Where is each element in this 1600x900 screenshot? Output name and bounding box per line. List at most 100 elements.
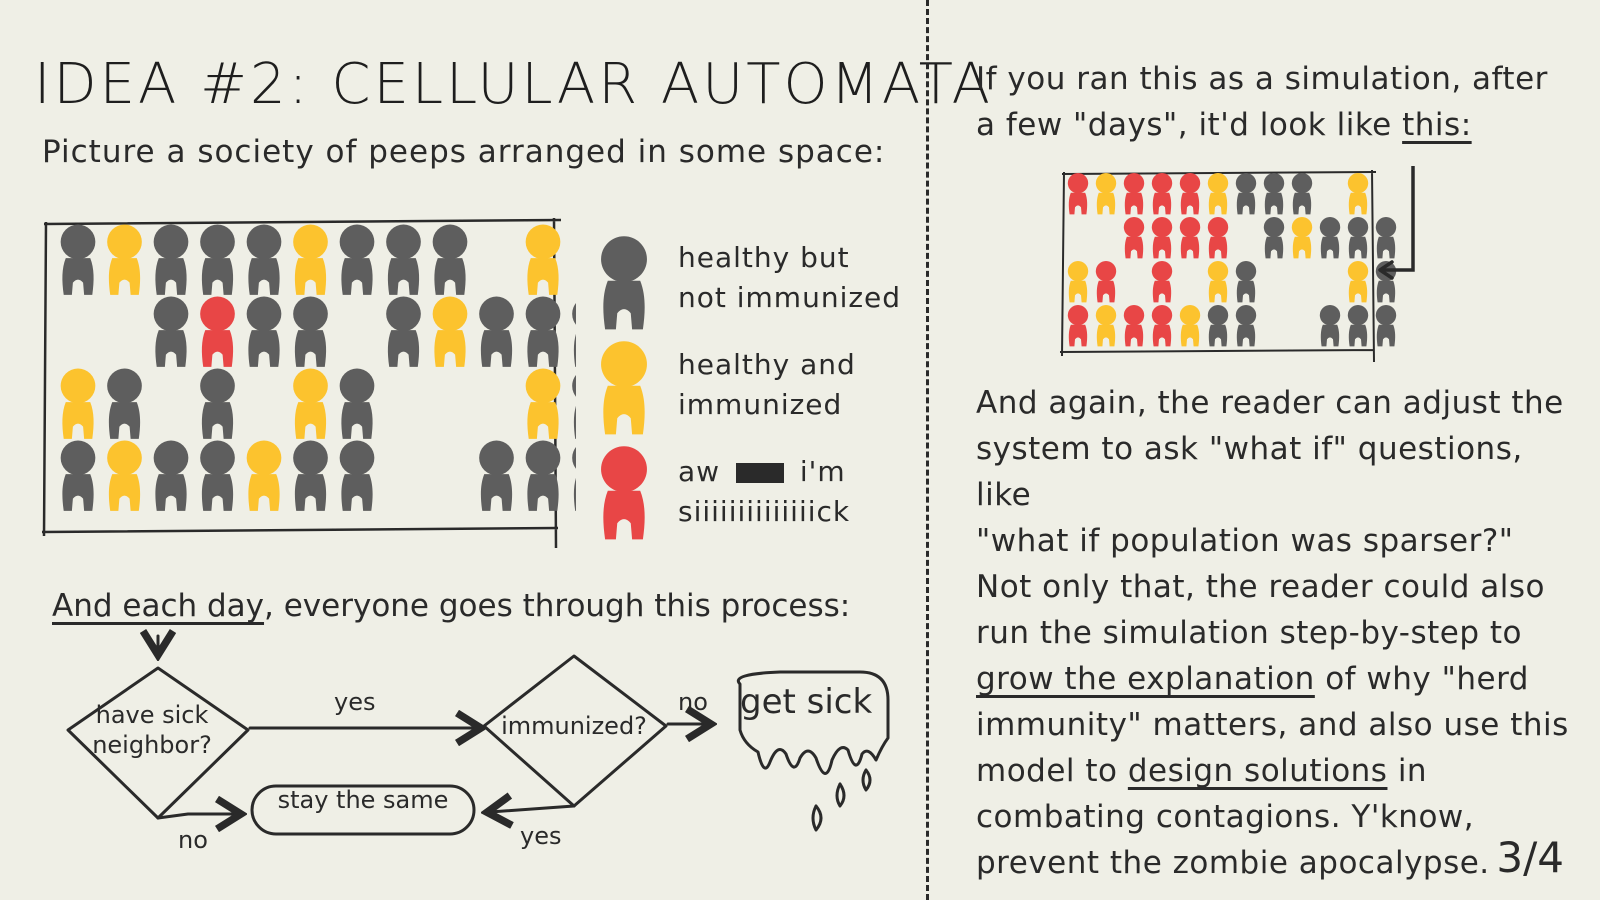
legend-item-red: aw i'm siiiiiiiiiiiiiick — [678, 452, 850, 532]
peep-gray-r1-c9 — [1319, 217, 1341, 259]
body-line-2: system to ask "what if" questions, like — [976, 431, 1523, 513]
panel-divider — [926, 0, 929, 900]
peep-yellow-r2-c10 — [1347, 261, 1369, 303]
get-sick-blob — [736, 670, 890, 775]
initial-peep-grid — [41, 217, 576, 549]
simulated-peep-grid — [1059, 166, 1415, 363]
peep-red-r0-c0 — [1067, 173, 1089, 215]
peep-yellow-r3-c1 — [107, 440, 142, 511]
peep-gray-r3-c11 — [572, 446, 576, 511]
legend-red-line2: siiiiiiiiiiiiiick — [678, 495, 851, 528]
process-rest: , everyone goes through this process: — [264, 588, 851, 624]
decision-immunized: immunized? — [501, 712, 647, 740]
body-line-6-rest: of why "herd — [1314, 661, 1529, 697]
body-line-4: Not only that, the reader could also — [976, 569, 1545, 605]
legend-item-gray: healthy but not immunized — [678, 238, 901, 318]
peep-gray-r0-c8 — [1291, 173, 1313, 215]
peep-red-r2-c1 — [1095, 261, 1117, 303]
peep-gray-r3-c9 — [479, 440, 514, 511]
peep-gray-r1-c7 — [386, 296, 421, 367]
peep-red-r3-c0 — [1067, 305, 1089, 347]
right-top-line1: If you ran this as a simulation, after — [976, 61, 1548, 97]
legend-yellow-peep-icon — [601, 341, 647, 435]
peep-gray-r0-c4 — [246, 224, 282, 295]
peep-yellow-r1-c8 — [432, 296, 468, 367]
peep-yellow-r3-c4 — [246, 440, 282, 511]
peep-red-r1-c2 — [1123, 217, 1145, 259]
right-top-line2: a few "days", it'd look like — [976, 107, 1403, 143]
peep-yellow-r2-c5 — [1207, 261, 1229, 303]
body-line-1: And again, the reader can adjust the — [976, 385, 1564, 421]
simulation-intro: If you ran this as a simulation, after a… — [976, 56, 1576, 148]
peep-yellow-r3-c1 — [1095, 305, 1117, 347]
peep-yellow-r0-c10 — [525, 224, 561, 295]
legend-red-line1-pre: aw — [678, 455, 721, 488]
peep-yellow-r1-c8 — [1291, 217, 1313, 259]
peep-yellow-r0-c5 — [1207, 173, 1229, 215]
peep-gray-r3-c10 — [525, 440, 561, 511]
peep-gray-r3-c2 — [153, 440, 189, 511]
body-line-7: immunity" matters, and also use this — [976, 707, 1569, 743]
peep-red-r1-c4 — [1179, 217, 1201, 259]
page-number: 3/4 — [1496, 833, 1564, 882]
peep-gray-r0-c7 — [386, 224, 421, 295]
peep-yellow-r2-c0 — [60, 368, 96, 439]
grow-explanation-link: grow the explanation — [976, 661, 1315, 697]
get-sick-label: get sick — [740, 682, 873, 722]
no-label-1: no — [178, 826, 208, 854]
peep-yellow-r0-c5 — [293, 224, 328, 295]
peep-gray-r0-c7 — [1263, 173, 1285, 215]
legend-red-peep-icon — [601, 446, 647, 540]
yes-label-1: yes — [334, 688, 376, 716]
yes-label-2: yes — [520, 822, 562, 850]
body-line-5: run the simulation step-by-step to — [976, 615, 1523, 651]
peep-gray-r0-c0 — [60, 224, 96, 295]
peep-red-r2-c3 — [1151, 261, 1173, 303]
peep-gray-r1-c10 — [1347, 217, 1369, 259]
explanation-paragraph: And again, the reader can adjust the sys… — [976, 380, 1586, 886]
peep-red-r1-c3 — [1151, 217, 1173, 259]
peep-gray-r1-c10 — [525, 296, 561, 367]
peep-red-r1-c3 — [200, 296, 235, 367]
peep-gray-r1-c11 — [572, 302, 576, 367]
legend-yellow-line1: healthy and — [678, 348, 856, 381]
peep-gray-r1-c11 — [1375, 217, 1397, 259]
peep-gray-r3-c0 — [60, 440, 96, 511]
peep-red-r0-c4 — [1179, 173, 1201, 215]
peep-gray-r3-c6 — [339, 440, 375, 511]
legend-yellow-line2: immunized — [678, 388, 843, 421]
peep-gray-r0-c2 — [153, 224, 189, 295]
body-line-8-rest: in — [1387, 753, 1428, 789]
design-solutions-link: design solutions — [1127, 753, 1388, 789]
peep-gray-r3-c6 — [1235, 305, 1257, 347]
peep-yellow-r0-c10 — [1347, 173, 1369, 215]
this-link: this: — [1402, 107, 1472, 143]
stay-same-box — [250, 784, 476, 836]
legend-red-line1-post: i'm — [799, 455, 846, 488]
body-line-10: prevent the zombie apocalypse. — [976, 845, 1490, 881]
body-line-8-pre: model to — [976, 753, 1128, 789]
peep-gray-r2-c6 — [1235, 261, 1257, 303]
peep-gray-r3-c11 — [1375, 305, 1397, 347]
legend-item-yellow: healthy and immunized — [678, 345, 856, 425]
legend-gray-line2: not immunized — [678, 281, 902, 314]
process-flowchart — [66, 620, 890, 836]
peep-gray-r1-c4 — [246, 296, 282, 367]
decision-sick-neighbor: have sick neighbor? — [72, 700, 232, 760]
peep-gray-r3-c5 — [293, 440, 328, 511]
legend-gray-line1: healthy but — [678, 241, 850, 274]
peep-gray-r1-c2 — [153, 296, 189, 367]
slide-title: IDEA #2: CELLULAR AUTOMATA — [34, 52, 993, 117]
peep-gray-r0-c6 — [1235, 173, 1257, 215]
decision1-line1: have sick — [95, 701, 209, 729]
peep-yellow-r0-c1 — [107, 224, 142, 295]
body-line-3: "what if population was sparser?" — [976, 523, 1514, 559]
peep-gray-r0-c8 — [432, 224, 468, 295]
body-line-9: combating contagions. Y'know, — [976, 799, 1475, 835]
peep-gray-r3-c5 — [1207, 305, 1229, 347]
peep-gray-r3-c10 — [1347, 305, 1369, 347]
peep-gray-r2-c3 — [200, 368, 235, 439]
peep-gray-r1-c7 — [1263, 217, 1285, 259]
peep-gray-r0-c6 — [339, 224, 375, 295]
peep-gray-r2-c11 — [572, 374, 576, 439]
